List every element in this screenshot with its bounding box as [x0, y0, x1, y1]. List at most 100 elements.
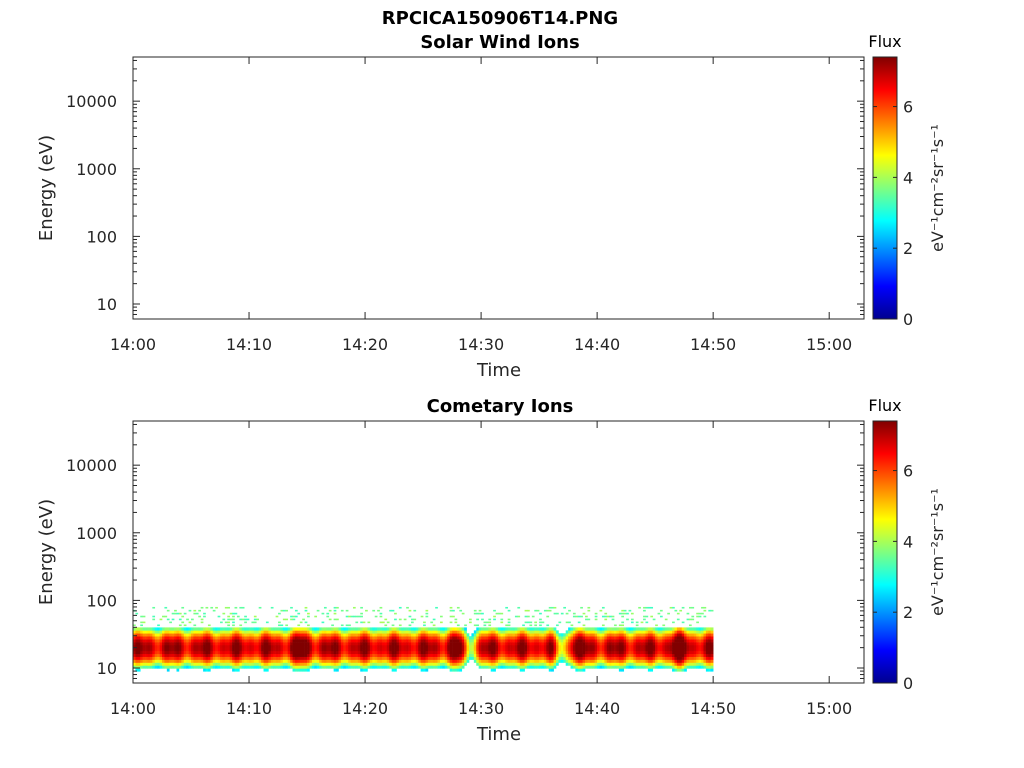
heatmap-cell: [705, 644, 709, 649]
heatmap-cell: [377, 647, 380, 652]
heatmap-cell: [297, 659, 301, 663]
heatmap-cell: [601, 636, 605, 640]
heatmap-cell: [534, 639, 537, 643]
heatmap-cell: [476, 656, 479, 660]
heatmap-cell: [340, 659, 344, 663]
heatmap-cell: [321, 644, 325, 649]
heatmap-cell: [340, 630, 344, 634]
heatmap-cell: [599, 647, 603, 652]
heatmap-cell: [294, 639, 298, 643]
heatmap-cell: [580, 633, 583, 637]
heatmap-cell: [442, 630, 446, 634]
heatmap-cell: [572, 656, 576, 660]
heatmap-cell: [253, 656, 257, 660]
heatmap-cell: [580, 630, 583, 634]
heatmap-cell: [157, 653, 160, 657]
heatmap-cell: [200, 627, 204, 631]
heatmap-cell: [449, 627, 453, 631]
heatmap-cell: [638, 659, 641, 663]
heatmap-cell: [444, 636, 448, 640]
heatmap-cell: [527, 636, 530, 640]
heatmap-cell: [708, 656, 712, 660]
heatmap-cell: [198, 659, 201, 663]
heatmap-cell: [626, 653, 629, 657]
heatmap-cell: [263, 659, 267, 663]
heatmap-cell: [476, 659, 479, 663]
heatmap-cell: [348, 636, 351, 640]
heatmap-cell: [297, 624, 301, 627]
heatmap-cell: [133, 665, 136, 669]
heatmap-cell: [580, 650, 583, 655]
heatmap-cell: [195, 665, 199, 669]
heatmap-cell: [623, 644, 627, 649]
heatmap-cell: [664, 630, 668, 634]
heatmap-cell: [548, 627, 552, 631]
heatmap-cell: [696, 656, 699, 660]
heatmap-cell: [345, 639, 349, 643]
heatmap-cell: [469, 653, 472, 657]
heatmap-cell: [203, 636, 206, 640]
heatmap-cell: [703, 653, 707, 657]
heatmap-cell: [294, 642, 298, 646]
heatmap-cell: [210, 662, 214, 666]
heatmap-cell: [220, 639, 223, 643]
heatmap-cell: [676, 627, 680, 631]
heatmap-cell: [362, 630, 366, 634]
heatmap-cell: [517, 644, 521, 649]
heatmap-cell: [440, 636, 443, 640]
heatmap-cell: [524, 627, 528, 631]
heatmap-cell: [403, 636, 407, 640]
heatmap-cell: [215, 627, 218, 631]
heatmap-cell: [307, 612, 310, 615]
heatmap-cell: [693, 627, 697, 631]
heatmap-cell: [290, 650, 293, 655]
heatmap-cell: [669, 627, 673, 631]
heatmap-cell: [188, 636, 192, 640]
heatmap-cell: [601, 665, 605, 669]
heatmap-cell: [604, 633, 608, 637]
heatmap-cell: [227, 639, 230, 643]
heatmap-cell: [164, 636, 168, 640]
heatmap-cell: [287, 627, 291, 631]
heatmap-cell: [669, 639, 673, 643]
heatmap-cell: [244, 656, 247, 660]
heatmap-cell: [381, 653, 385, 657]
heatmap-cell: [592, 656, 596, 660]
heatmap-cell: [345, 624, 349, 627]
heatmap-cell: [357, 662, 361, 666]
heatmap-cell: [621, 627, 625, 631]
heatmap-cell: [394, 659, 397, 663]
heatmap-cell: [406, 627, 409, 631]
heatmap-cell: [290, 615, 293, 618]
heatmap-cell: [534, 627, 537, 631]
heatmap-cell: [403, 642, 407, 646]
heatmap-cell: [350, 650, 354, 655]
heatmap-cell: [311, 627, 315, 631]
heatmap-cell: [302, 636, 305, 640]
heatmap-cell: [672, 656, 675, 660]
heatmap-cell: [575, 639, 579, 643]
heatmap-cell: [710, 653, 714, 657]
heatmap-cell: [263, 642, 267, 646]
heatmap-cell: [676, 662, 680, 666]
heatmap-cell: [502, 650, 506, 655]
heatmap-cell: [316, 659, 320, 663]
heatmap-cell: [616, 659, 620, 663]
heatmap-cell: [195, 644, 199, 649]
heatmap-cell: [575, 644, 579, 649]
heatmap-cell: [493, 630, 496, 634]
heatmap-cell: [263, 627, 267, 631]
heatmap-cell: [609, 630, 612, 634]
heatmap-cell: [432, 630, 436, 634]
heatmap-cell: [258, 627, 262, 631]
heatmap-cell: [558, 647, 562, 652]
heatmap-cell: [367, 621, 371, 624]
heatmap-cell: [348, 653, 351, 657]
heatmap-cell: [174, 665, 177, 669]
heatmap-cell: [314, 662, 318, 666]
heatmap-cell: [594, 653, 598, 657]
heatmap-cell: [323, 639, 327, 643]
heatmap-cell: [251, 650, 255, 655]
heatmap-cell: [333, 633, 337, 637]
heatmap-cell: [282, 630, 286, 634]
